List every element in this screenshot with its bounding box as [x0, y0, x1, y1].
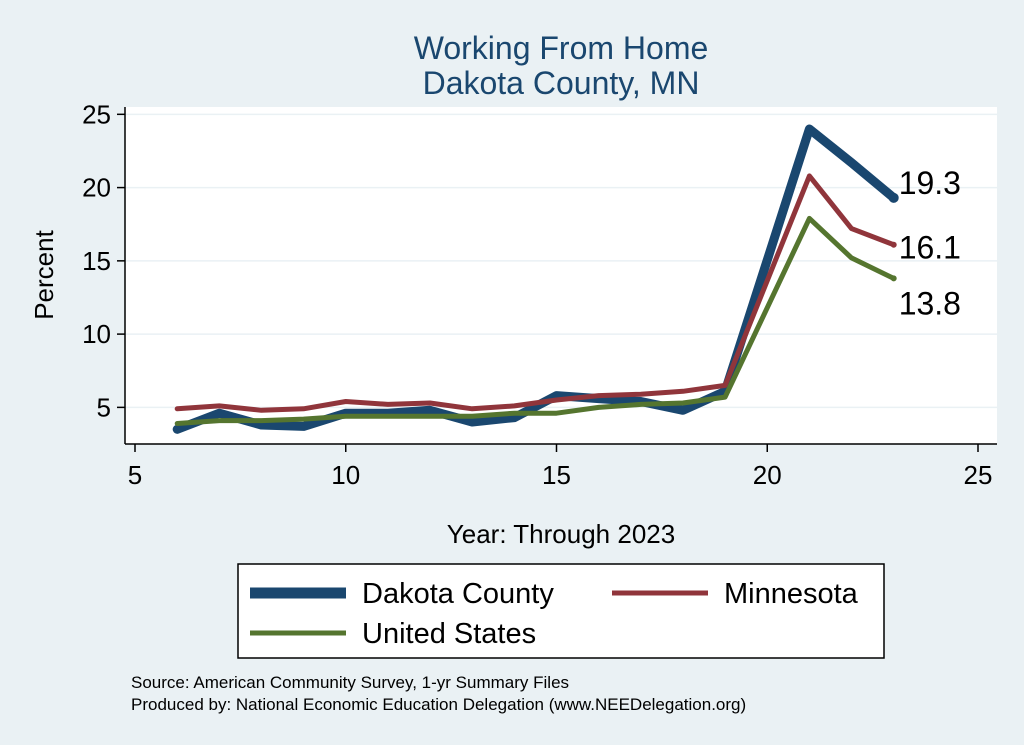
chart-title-line-1: Working From Home	[414, 30, 709, 66]
y-tick-label: 20	[82, 173, 111, 203]
y-tick-label: 5	[97, 392, 111, 422]
legend: Dakota County Minnesota United States	[250, 578, 859, 650]
series-lines	[172, 124, 899, 434]
series-line-minnesota	[174, 173, 897, 413]
x-tick-label: 15	[542, 460, 571, 490]
legend-label-united-states: United States	[362, 618, 536, 650]
legend-label-minnesota: Minnesota	[724, 578, 859, 610]
chart-title-line-2: Dakota County, MN	[423, 65, 700, 101]
x-axis-title: Year: Through 2023	[447, 519, 675, 549]
producer-note: Produced by: National Economic Education…	[131, 695, 746, 714]
legend-label-dakota-county: Dakota County	[362, 578, 554, 610]
end-labels: 19.3 16.1 13.8	[899, 165, 961, 322]
x-tick-label: 10	[331, 460, 360, 490]
x-tick-label: 5	[128, 460, 142, 490]
x-tick-label: 25	[964, 460, 993, 490]
gridlines	[125, 113, 997, 409]
y-tick-label: 25	[82, 99, 111, 129]
end-label-united-states: 13.8	[899, 285, 961, 321]
end-point-minnesota	[890, 241, 897, 248]
series-line-united-states	[174, 215, 897, 426]
end-label-dakota-county: 19.3	[899, 165, 961, 201]
end-point-dakota-county	[888, 192, 899, 203]
y-tick-label: 15	[82, 246, 111, 276]
end-label-minnesota: 16.1	[899, 230, 961, 266]
y-tick-label: 10	[82, 319, 111, 349]
legend-box	[237, 563, 885, 659]
source-note: Source: American Community Survey, 1-yr …	[131, 673, 569, 692]
x-tick-label: 20	[753, 460, 782, 490]
axes: 5 10 15 20 25 5 10 15 20 25	[82, 99, 997, 490]
end-point-united-states	[890, 275, 897, 282]
y-axis-title: Percent	[29, 229, 59, 319]
series-line-dakota-county	[172, 124, 899, 434]
